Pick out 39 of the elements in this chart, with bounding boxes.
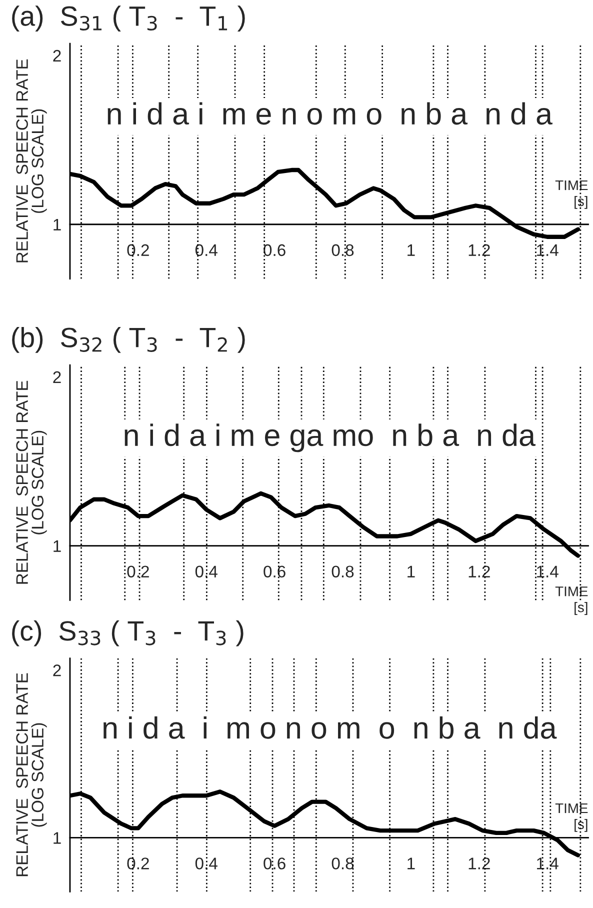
x-tick-label: 1.4 xyxy=(537,244,558,256)
y-axis-title: RELATIVE SPEECH RATE (LOG SCALE) xyxy=(16,380,47,584)
x-axis-title: TIME [s] xyxy=(555,586,588,615)
x-tick-label: 1 xyxy=(408,566,415,578)
x-axis-title: TIME [s] xyxy=(555,803,588,832)
x-tick-label: 1.4 xyxy=(537,566,558,578)
y-tick-label: 2 xyxy=(53,371,61,383)
x-tick-label: 0.4 xyxy=(195,858,218,870)
x-tick-label: 0.6 xyxy=(264,244,286,256)
annotation: n i d a i m e ga mo n b a n da xyxy=(124,424,536,452)
y-tick-label: 2 xyxy=(53,664,61,676)
x-tick-label: 0.2 xyxy=(127,566,149,578)
x-tick-label: 1.4 xyxy=(537,858,558,870)
x-tick-label: 1.2 xyxy=(468,858,490,870)
x-tick-label: 0.6 xyxy=(264,566,286,578)
x-tick-label: 0.8 xyxy=(332,244,354,256)
x-tick-label: 0.8 xyxy=(332,858,354,870)
x-tick-label: 1.2 xyxy=(468,566,490,578)
chart-title: (b) S$_{32}$ ( T$_{3}$ - T$_{2}$ ) xyxy=(12,327,245,353)
chart-title: (c) S$_{33}$ ( T$_{3}$ - T$_{3}$ ) xyxy=(12,620,244,646)
y-tick-label: 1 xyxy=(54,540,61,552)
x-tick-label: 0.6 xyxy=(264,858,286,870)
y-tick-label: 1 xyxy=(54,832,61,844)
x-tick-label: 1.2 xyxy=(468,244,490,256)
y-tick-label: 1 xyxy=(54,218,61,230)
y-tick-label: 2 xyxy=(53,50,61,62)
x-tick-label: 1 xyxy=(408,244,415,256)
x-axis-title: TIME [s] xyxy=(555,180,588,209)
chart-title: (a) S$_{31}$ ( T$_{3}$ - T$_{1}$ ) xyxy=(12,6,245,32)
x-tick-label: 0.4 xyxy=(195,244,218,256)
x-tick-label: 0.8 xyxy=(332,566,354,578)
y-axis-title: RELATIVE SPEECH RATE (LOG SCALE) xyxy=(16,673,47,876)
annotation: n i d a i m o n o m o n b a n da xyxy=(104,716,557,739)
y-axis-title: RELATIVE SPEECH RATE (LOG SCALE) xyxy=(16,59,47,262)
annotation: n i d a i m e n o m o n b a n d a xyxy=(108,102,552,125)
x-tick-label: 0.4 xyxy=(195,566,218,578)
x-tick-label: 1 xyxy=(408,858,415,870)
x-tick-label: 0.2 xyxy=(127,858,149,870)
x-tick-label: 0.2 xyxy=(127,244,149,256)
